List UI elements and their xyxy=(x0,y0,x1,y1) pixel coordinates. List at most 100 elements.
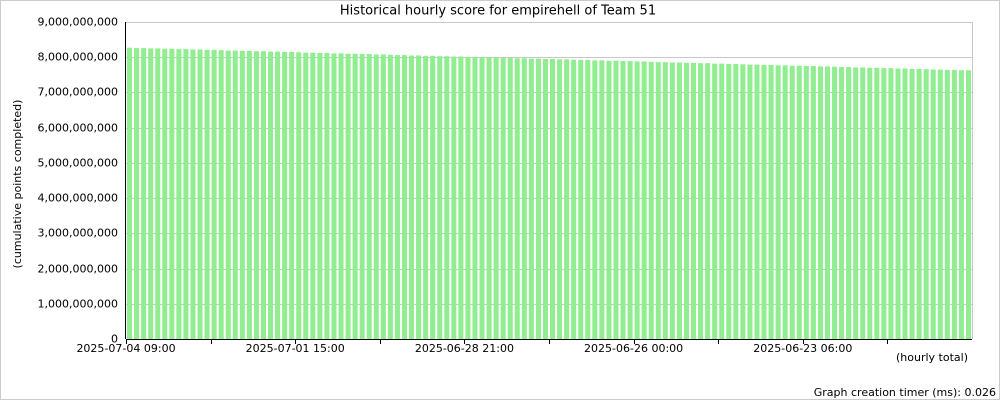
bar xyxy=(535,58,541,340)
bar xyxy=(472,56,478,340)
bar xyxy=(585,60,591,339)
bar xyxy=(409,55,415,339)
bar xyxy=(846,67,852,339)
bar xyxy=(662,62,668,340)
bar xyxy=(528,58,534,340)
bar xyxy=(232,50,238,339)
bar xyxy=(465,56,471,340)
bar xyxy=(352,53,358,339)
footer: Graph creation timer (ms): 0.026 xyxy=(814,386,996,399)
bar xyxy=(401,55,407,340)
bar xyxy=(486,57,492,340)
bar xyxy=(726,63,732,340)
bar xyxy=(197,49,203,340)
bar xyxy=(958,70,964,339)
bar xyxy=(345,53,351,339)
bar xyxy=(895,68,901,339)
bar xyxy=(796,65,802,340)
bar xyxy=(705,63,711,340)
bar xyxy=(253,51,259,340)
x-tick-label: 2025-06-28 21:00 xyxy=(415,342,514,355)
bar xyxy=(599,60,605,340)
bar xyxy=(507,57,513,339)
bar xyxy=(648,61,654,339)
bar xyxy=(719,63,725,339)
bar xyxy=(317,52,323,340)
bar xyxy=(733,63,739,340)
bar xyxy=(888,68,894,339)
bar xyxy=(148,48,154,340)
bar xyxy=(514,58,520,339)
bar xyxy=(902,68,908,339)
bar xyxy=(620,61,626,339)
bar xyxy=(627,61,633,339)
bar xyxy=(394,55,400,340)
y-tick-label: 7,000,000,000 xyxy=(38,86,118,99)
bar xyxy=(500,57,506,339)
bar xyxy=(860,67,866,339)
bar xyxy=(824,66,830,339)
bar xyxy=(712,63,718,339)
bar xyxy=(761,64,767,340)
y-tick-label: 9,000,000,000 xyxy=(38,16,118,29)
y-tick-label: 8,000,000,000 xyxy=(38,51,118,64)
y-tick-label: 6,000,000,000 xyxy=(38,122,118,135)
bar xyxy=(789,65,795,340)
bar xyxy=(366,54,372,340)
bar xyxy=(239,50,245,339)
bar xyxy=(965,70,971,339)
bar xyxy=(571,59,577,340)
bar xyxy=(542,58,548,339)
bar xyxy=(359,54,365,340)
bar xyxy=(204,49,210,339)
bar xyxy=(458,56,464,340)
bar xyxy=(225,50,231,339)
bar xyxy=(183,49,189,339)
bar xyxy=(810,66,816,340)
bar xyxy=(155,48,161,340)
bar xyxy=(578,60,584,339)
bar xyxy=(141,48,147,339)
bar xyxy=(930,69,936,340)
y-tick-label: 3,000,000,000 xyxy=(38,227,118,240)
bar xyxy=(909,68,915,340)
bar xyxy=(550,58,556,339)
bar xyxy=(282,51,288,339)
bar xyxy=(775,65,781,339)
x-tick-label: 2025-06-23 06:00 xyxy=(753,342,852,355)
bar xyxy=(782,65,788,339)
bar xyxy=(803,66,809,340)
bars xyxy=(127,47,971,340)
bar xyxy=(324,52,330,340)
bar xyxy=(832,66,838,339)
bar xyxy=(747,64,753,339)
x-tick-label: 2025-06-26 00:00 xyxy=(584,342,683,355)
bar xyxy=(853,67,859,339)
bar xyxy=(387,54,393,340)
bar xyxy=(338,53,344,339)
bar xyxy=(641,61,647,340)
bar xyxy=(310,52,316,339)
bar xyxy=(634,61,640,340)
bar xyxy=(162,48,168,339)
bar xyxy=(176,49,182,339)
bar xyxy=(606,60,612,339)
y-tick-label: 0 xyxy=(111,333,118,346)
x-tick-label: 2025-07-04 09:00 xyxy=(76,342,175,355)
bar xyxy=(698,63,704,340)
bar xyxy=(944,69,950,339)
bar xyxy=(655,62,661,340)
bar xyxy=(881,68,887,339)
bar xyxy=(380,54,386,339)
bar xyxy=(211,49,217,339)
bar xyxy=(916,68,922,340)
y-axis-label: (cumulative points completed) xyxy=(11,100,24,269)
bar xyxy=(127,47,133,340)
bar xyxy=(676,62,682,339)
bar xyxy=(444,56,450,339)
bar xyxy=(373,54,379,339)
bar xyxy=(557,59,563,339)
x-note: (hourly total) xyxy=(896,351,968,364)
bar xyxy=(613,60,619,339)
